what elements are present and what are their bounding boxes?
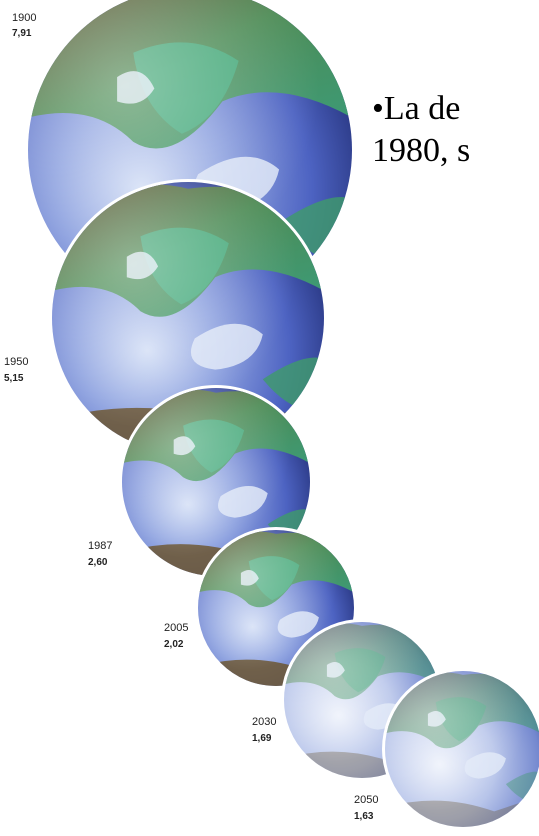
year-label-2030: 2030 [252,716,277,728]
year-label-1987: 1987 [88,540,113,552]
year-label-1900: 1900 [12,12,37,24]
year-label-2050: 2050 [354,794,379,806]
slide-text: •La de 1980, s [372,88,470,172]
value-label-1987: 2,60 [88,557,108,568]
value-label-1900: 7,91 [12,28,32,39]
slide-text-line-1: •La de [372,90,461,127]
slide-text-line-2: 1980, s [372,132,471,169]
globe-2050 [382,668,539,830]
year-label-2005: 2005 [164,622,189,634]
year-label-1950: 1950 [4,356,29,368]
value-label-1950: 5,15 [4,373,24,384]
value-label-2030: 1,69 [252,733,272,744]
value-label-2005: 2,02 [164,639,184,650]
value-label-2050: 1,63 [354,811,374,822]
